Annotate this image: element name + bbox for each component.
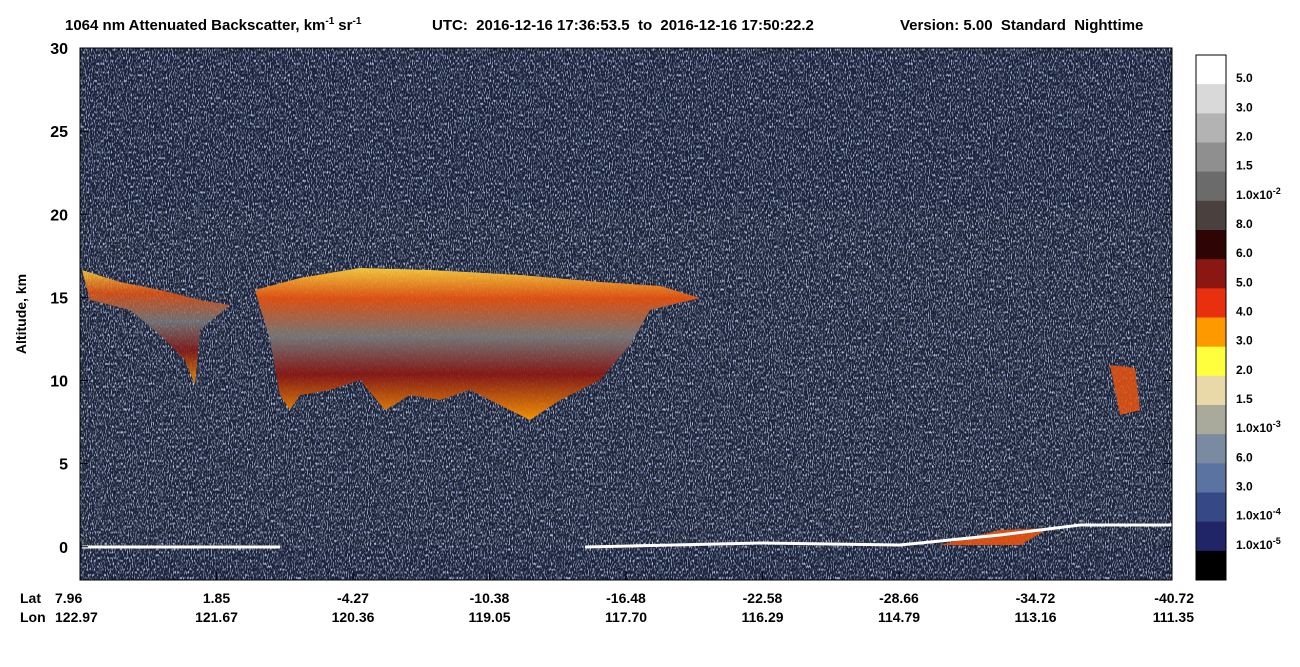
colorbar-label: 1.0x10-5 bbox=[1236, 536, 1281, 552]
colorbar-swatch bbox=[1196, 171, 1226, 202]
lat-label: -34.72 bbox=[1016, 590, 1056, 606]
colorbar-frame bbox=[1195, 54, 1227, 581]
lon-label: 114.79 bbox=[878, 609, 920, 625]
cloud-feature bbox=[1110, 365, 1140, 415]
colorbar-label-base: 6.0 bbox=[1236, 450, 1253, 464]
cloud-feature bbox=[255, 268, 700, 420]
lon-label: 117.70 bbox=[605, 609, 647, 625]
colorbar-label: 5.0 bbox=[1236, 71, 1253, 85]
colorbar-swatch bbox=[1196, 463, 1226, 493]
lon-label: 116.29 bbox=[741, 609, 783, 625]
colorbar-label-base: 3.0 bbox=[1236, 480, 1253, 494]
y-tick-label: 15 bbox=[50, 290, 68, 307]
colorbar-swatch bbox=[1196, 434, 1226, 464]
lon-label: 120.36 bbox=[332, 609, 375, 625]
colorbar-swatch bbox=[1196, 288, 1226, 318]
colorbar-label-exponent: -4 bbox=[1273, 507, 1281, 517]
colorbar-swatch bbox=[1196, 113, 1226, 143]
colorbar-swatch bbox=[1196, 405, 1226, 435]
lat-label: -40.72 bbox=[1154, 590, 1194, 606]
y-tick-label: 5 bbox=[59, 457, 68, 474]
x-row-label: Lon bbox=[20, 609, 46, 625]
colorbar-label: 2.0 bbox=[1236, 130, 1253, 144]
chart-title: 1064 nm Attenuated Backscatter, km-1 sr-1 bbox=[65, 16, 362, 34]
plot-area bbox=[79, 47, 1173, 581]
lat-label: -16.48 bbox=[606, 590, 646, 606]
lat-label: -10.38 bbox=[470, 590, 510, 606]
lon-label: 111.35 bbox=[1153, 609, 1194, 625]
colorbar-label-base: 1.5 bbox=[1236, 159, 1253, 173]
lon-label: 119.05 bbox=[468, 609, 510, 625]
lat-label: -22.58 bbox=[743, 590, 783, 606]
colorbar-label: 1.0x10-3 bbox=[1236, 419, 1281, 435]
lat-label: 7.96 bbox=[55, 590, 82, 606]
cloud-feature bbox=[82, 270, 230, 385]
version: Version: 5.00 Standard Nighttime bbox=[900, 17, 1143, 34]
colorbar-label-base: 5.0 bbox=[1236, 71, 1253, 85]
colorbar-swatch bbox=[1196, 259, 1226, 289]
colorbar-label: 1.0x10-2 bbox=[1236, 186, 1281, 202]
y-tick-label: 0 bbox=[59, 540, 68, 557]
utc-range: UTC: 2016-12-16 17:36:53.5 to 2016-12-16… bbox=[432, 17, 814, 34]
lat-label: 1.85 bbox=[203, 590, 230, 606]
colorbar-label-base: 1.5 bbox=[1236, 392, 1253, 406]
title-superscript: -1 bbox=[325, 16, 334, 27]
noise-texture bbox=[80, 210, 1172, 550]
colorbar-label-base: 3.0 bbox=[1236, 334, 1253, 348]
lon-label: 122.97 bbox=[55, 609, 98, 625]
colorbar-label-base: 3.0 bbox=[1236, 100, 1253, 114]
colorbar-label: 5.0 bbox=[1236, 275, 1253, 289]
colorbar-swatch bbox=[1196, 317, 1226, 348]
colorbar-label-base: 8.0 bbox=[1236, 217, 1253, 231]
colorbar-label-exponent: -2 bbox=[1273, 186, 1281, 196]
title-text: 1064 nm Attenuated Backscatter, km bbox=[65, 17, 325, 34]
title-unit: sr bbox=[338, 17, 352, 34]
lon-label: 121.67 bbox=[195, 609, 238, 625]
colorbar-swatch bbox=[1196, 492, 1226, 523]
colorbar-label-base: 1.0x10 bbox=[1236, 421, 1273, 435]
colorbar-swatch bbox=[1196, 375, 1226, 406]
colorbar-label: 3.0 bbox=[1236, 480, 1253, 494]
title-superscript: -1 bbox=[352, 16, 361, 27]
colorbar-swatch bbox=[1196, 55, 1226, 85]
colorbar-label: 3.0 bbox=[1236, 334, 1253, 348]
colorbar-label: 6.0 bbox=[1236, 246, 1253, 260]
colorbar-swatch bbox=[1196, 142, 1226, 173]
colorbar-label: 8.0 bbox=[1236, 217, 1253, 231]
colorbar-label-base: 2.0 bbox=[1236, 363, 1253, 377]
colorbar-label-exponent: -5 bbox=[1273, 536, 1281, 546]
y-tick-label: 30 bbox=[50, 41, 68, 58]
colorbar-label: 3.0 bbox=[1236, 100, 1253, 114]
y-axis-label: Altitude, km bbox=[13, 274, 29, 354]
y-tick-label: 25 bbox=[50, 124, 68, 141]
colorbar-label-base: 1.0x10 bbox=[1236, 509, 1273, 523]
colorbar-label-base: 1.0x10 bbox=[1236, 188, 1273, 202]
lon-label: 113.16 bbox=[1014, 609, 1056, 625]
colorbar-swatch bbox=[1196, 521, 1226, 552]
colorbar-label: 6.0 bbox=[1236, 450, 1253, 464]
colorbar-label: 4.0 bbox=[1236, 305, 1253, 319]
colorbar-swatch bbox=[1196, 230, 1226, 260]
colorbar-label-base: 4.0 bbox=[1236, 305, 1253, 319]
colorbar-label-exponent: -3 bbox=[1273, 419, 1281, 429]
y-tick-label: 10 bbox=[50, 374, 68, 391]
lat-label: -4.27 bbox=[337, 590, 369, 606]
colorbar-label-base: 2.0 bbox=[1236, 130, 1253, 144]
colorbar-label-base: 1.0x10 bbox=[1236, 538, 1273, 552]
colorbar-swatch bbox=[1196, 200, 1226, 231]
colorbar-label: 1.5 bbox=[1236, 392, 1253, 406]
colorbar-label: 2.0 bbox=[1236, 363, 1253, 377]
x-row-label: Lat bbox=[20, 590, 41, 606]
colorbar-label-base: 6.0 bbox=[1236, 246, 1253, 260]
colorbar-swatch bbox=[1196, 84, 1226, 114]
surface-return bbox=[82, 523, 1172, 549]
y-tick-label: 20 bbox=[50, 207, 68, 224]
colorbar-label-base: 5.0 bbox=[1236, 275, 1253, 289]
colorbar-swatch bbox=[1196, 550, 1226, 581]
lat-label: -28.66 bbox=[879, 590, 919, 606]
colorbar-swatch bbox=[1196, 346, 1226, 377]
colorbar-label: 1.5 bbox=[1236, 159, 1253, 173]
colorbar-label: 1.0x10-4 bbox=[1236, 507, 1281, 523]
